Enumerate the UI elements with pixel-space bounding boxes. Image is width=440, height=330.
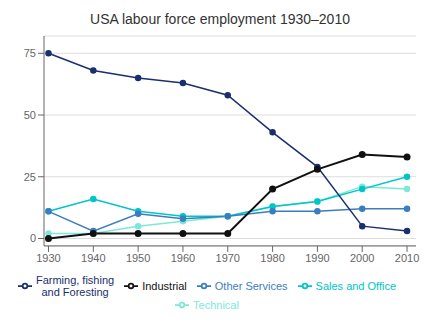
html-text:USA labour force employment 19: USA labour force employment 1930–2010 — [90, 11, 350, 27]
html-text:Other Services: Other Services — [214, 279, 288, 292]
svg-text:50: 50 — [24, 109, 36, 121]
html-text:Sales and Office: Sales and Office — [315, 279, 397, 292]
svg-text:25: 25 — [24, 171, 36, 183]
html-text:Industrial: Industrial — [142, 279, 187, 292]
svg-text:0: 0 — [30, 232, 36, 244]
svg-text:1950: 1950 — [126, 252, 150, 264]
svg-text:1990: 1990 — [305, 252, 329, 264]
svg-text:1930: 1930 — [36, 252, 60, 264]
svg-text:2000: 2000 — [350, 252, 374, 264]
svg-text:1960: 1960 — [171, 252, 195, 264]
svg-text:1980: 1980 — [260, 252, 284, 264]
html-text:Technical: Technical — [193, 299, 239, 311]
svg-text:2010: 2010 — [395, 252, 419, 264]
html-text:Farming, fishing and Foresting: Farming, fishing and Foresting — [35, 273, 115, 298]
svg-text:75: 75 — [24, 47, 36, 59]
svg-text:1970: 1970 — [216, 252, 240, 264]
svg-text:1940: 1940 — [81, 252, 105, 264]
